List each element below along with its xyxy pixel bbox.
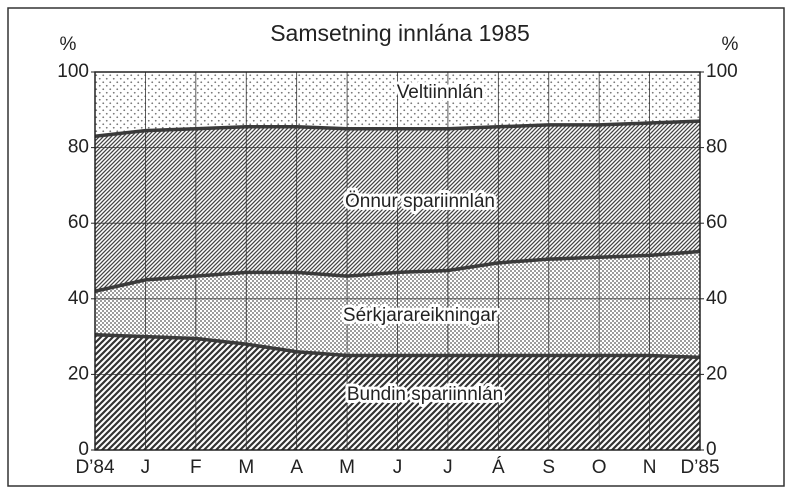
y-tick-label: 20 xyxy=(68,363,89,384)
x-tick-label: J xyxy=(141,457,151,478)
x-tick-label: Á xyxy=(492,457,505,478)
y2-tick-label: 100 xyxy=(706,61,738,82)
area-label: Veltiinnlán xyxy=(397,82,484,103)
y2-tick-label: 40 xyxy=(706,288,727,309)
x-tick-label: O xyxy=(592,457,607,478)
boundary-line xyxy=(94,249,701,293)
x-tick-label: S xyxy=(542,457,555,478)
boundary-line xyxy=(94,119,701,138)
y2-tick-label: 0 xyxy=(706,439,717,460)
x-tick-label: D’85 xyxy=(680,457,719,478)
x-tick-label: J xyxy=(443,457,453,478)
y-tick-label: 0 xyxy=(78,439,89,460)
area-label: Sérkjarareikningar xyxy=(343,305,498,326)
area-label: Önnur spariinnlán xyxy=(345,191,495,212)
y2-tick-label: 60 xyxy=(706,212,727,233)
y2-axis-label: % xyxy=(722,34,739,55)
x-tick-label: M xyxy=(238,457,254,478)
x-tick-label: N xyxy=(643,457,657,478)
y-tick-label: 40 xyxy=(68,288,89,309)
y2-tick-label: 20 xyxy=(706,363,727,384)
x-tick-label: D’84 xyxy=(75,457,115,478)
x-tick-label: M xyxy=(339,457,355,478)
chart-title: Samsetning innlána 1985 xyxy=(270,20,530,46)
x-tick-label: F xyxy=(190,457,202,478)
y-tick-label: 100 xyxy=(57,61,89,82)
y-axis-label: % xyxy=(60,34,77,55)
x-tick-label: A xyxy=(290,457,303,478)
plot-frame xyxy=(94,71,701,451)
boundary-line xyxy=(94,332,701,360)
x-tick-label: J xyxy=(393,457,403,478)
y-tick-label: 60 xyxy=(68,212,89,233)
area-label: Bundin spariinnlán xyxy=(347,384,503,405)
y-tick-label: 80 xyxy=(68,137,89,158)
y2-tick-label: 80 xyxy=(706,137,727,158)
